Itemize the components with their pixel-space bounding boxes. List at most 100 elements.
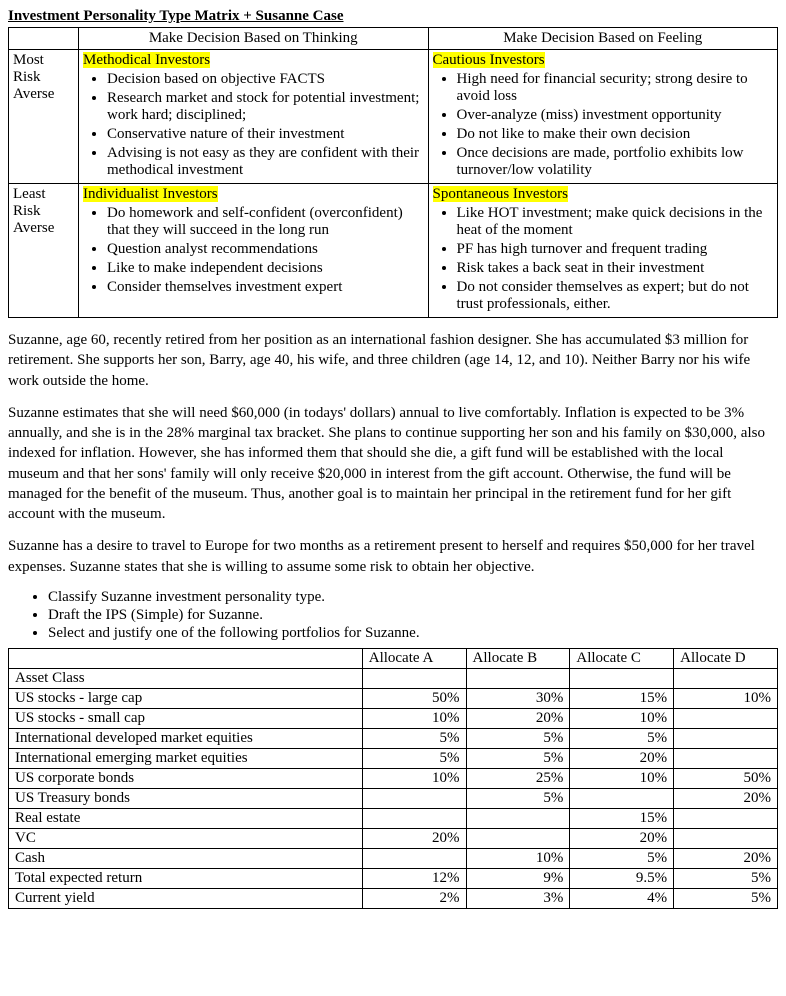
cell: 9% xyxy=(466,868,570,888)
cell: 5% xyxy=(570,728,674,748)
list-item: Research market and stock for potential … xyxy=(107,90,424,124)
row-label: VC xyxy=(9,828,363,848)
list-item: Like to make independent decisions xyxy=(107,260,424,277)
matrix-col2-header: Make Decision Based on Feeling xyxy=(428,28,778,50)
list-item: Conservative nature of their investment xyxy=(107,126,424,143)
quad-name-spontaneous: Spontaneous Investors xyxy=(433,186,568,202)
quad-name-cautious: Cautious Investors xyxy=(433,52,545,68)
row2-word-risk: Risk xyxy=(13,203,41,219)
cell: 20% xyxy=(570,828,674,848)
matrix-col1-header: Make Decision Based on Thinking xyxy=(79,28,429,50)
table-row: International developed market equities … xyxy=(9,728,778,748)
table-row: Asset Class xyxy=(9,668,778,688)
list-item: PF has high turnover and frequent tradin… xyxy=(457,241,774,258)
cell xyxy=(674,668,778,688)
cell: 20% xyxy=(362,828,466,848)
list-item: Once decisions are made, portfolio exhib… xyxy=(457,145,774,179)
table-row: US corporate bonds 10% 25% 10% 50% xyxy=(9,768,778,788)
cell xyxy=(362,668,466,688)
matrix-row2-label: Least Risk Averse xyxy=(9,184,79,318)
list-item: Decision based on objective FACTS xyxy=(107,71,424,88)
task-item: Draft the IPS (Simple) for Suzanne. xyxy=(48,607,778,624)
cell xyxy=(674,828,778,848)
cell: 3% xyxy=(466,888,570,908)
row-label: International emerging market equities xyxy=(9,748,363,768)
col-header-b: Allocate B xyxy=(466,648,570,668)
table-row: US Treasury bonds 5% 20% xyxy=(9,788,778,808)
list-item: Like HOT investment; make quick decision… xyxy=(457,205,774,239)
matrix-row1-label: Most Risk Averse xyxy=(9,50,79,184)
table-row: Total expected return 12% 9% 9.5% 5% xyxy=(9,868,778,888)
cell: 20% xyxy=(674,848,778,868)
cell xyxy=(570,788,674,808)
col-header-c: Allocate C xyxy=(570,648,674,668)
cell: 20% xyxy=(466,708,570,728)
matrix-corner xyxy=(9,28,79,50)
personality-matrix: Make Decision Based on Thinking Make Dec… xyxy=(8,27,778,318)
row-label: Cash xyxy=(9,848,363,868)
col-header-a: Allocate A xyxy=(362,648,466,668)
cell: 20% xyxy=(674,788,778,808)
cell: 5% xyxy=(466,788,570,808)
quadrant-cautious: Cautious Investors High need for financi… xyxy=(428,50,778,184)
cell xyxy=(466,828,570,848)
cell xyxy=(362,788,466,808)
col-header-empty xyxy=(9,648,363,668)
cell: 10% xyxy=(570,768,674,788)
cell xyxy=(362,808,466,828)
table-row: International emerging market equities 5… xyxy=(9,748,778,768)
allocation-table: Allocate A Allocate B Allocate C Allocat… xyxy=(8,648,778,909)
table-row: US stocks - small cap 10% 20% 10% xyxy=(9,708,778,728)
cell xyxy=(466,668,570,688)
cell xyxy=(674,748,778,768)
cell: 5% xyxy=(570,848,674,868)
cell xyxy=(570,668,674,688)
list-item: Question analyst recommendations xyxy=(107,241,424,258)
cell: 10% xyxy=(674,688,778,708)
table-row: US stocks - large cap 50% 30% 15% 10% xyxy=(9,688,778,708)
list-item: Consider themselves investment expert xyxy=(107,279,424,296)
cell: 50% xyxy=(674,768,778,788)
quad-name-individualist: Individualist Investors xyxy=(83,186,218,202)
cell: 10% xyxy=(466,848,570,868)
row1-word-averse: Averse xyxy=(13,86,54,102)
table-header-row: Allocate A Allocate B Allocate C Allocat… xyxy=(9,648,778,668)
table-row: VC 20% 20% xyxy=(9,828,778,848)
cell: 50% xyxy=(362,688,466,708)
row-label: Real estate xyxy=(9,808,363,828)
list-item: Risk takes a back seat in their investme… xyxy=(457,260,774,277)
cell: 20% xyxy=(570,748,674,768)
cell: 9.5% xyxy=(570,868,674,888)
case-paragraph-2: Suzanne estimates that she will need $60… xyxy=(8,403,778,525)
table-row: Current yield 2% 3% 4% 5% xyxy=(9,888,778,908)
table-row: Cash 10% 5% 20% xyxy=(9,848,778,868)
quadrant-methodical: Methodical Investors Decision based on o… xyxy=(79,50,429,184)
table-row: Real estate 15% xyxy=(9,808,778,828)
cell: 4% xyxy=(570,888,674,908)
task-list: Classify Suzanne investment personality … xyxy=(8,589,778,642)
quadrant-spontaneous: Spontaneous Investors Like HOT investmen… xyxy=(428,184,778,318)
case-paragraph-3: Suzanne has a desire to travel to Europe… xyxy=(8,536,778,577)
methodical-list: Decision based on objective FACTS Resear… xyxy=(83,71,424,179)
col-header-d: Allocate D xyxy=(674,648,778,668)
row-label: US corporate bonds xyxy=(9,768,363,788)
cell: 10% xyxy=(570,708,674,728)
list-item: Advising is not easy as they are confide… xyxy=(107,145,424,179)
row-label: Current yield xyxy=(9,888,363,908)
cell xyxy=(466,808,570,828)
task-item: Select and justify one of the following … xyxy=(48,625,778,642)
cell: 15% xyxy=(570,688,674,708)
cell: 2% xyxy=(362,888,466,908)
row-label: International developed market equities xyxy=(9,728,363,748)
cell xyxy=(674,808,778,828)
cell: 5% xyxy=(362,728,466,748)
list-item: Do not like to make their own decision xyxy=(457,126,774,143)
cell: 5% xyxy=(674,888,778,908)
row-label: US stocks - large cap xyxy=(9,688,363,708)
cell: 5% xyxy=(362,748,466,768)
cell: 5% xyxy=(466,728,570,748)
row1-word-most: Most xyxy=(13,52,44,68)
page-title: Investment Personality Type Matrix + Sus… xyxy=(8,8,778,25)
row-label: US stocks - small cap xyxy=(9,708,363,728)
task-item: Classify Suzanne investment personality … xyxy=(48,589,778,606)
